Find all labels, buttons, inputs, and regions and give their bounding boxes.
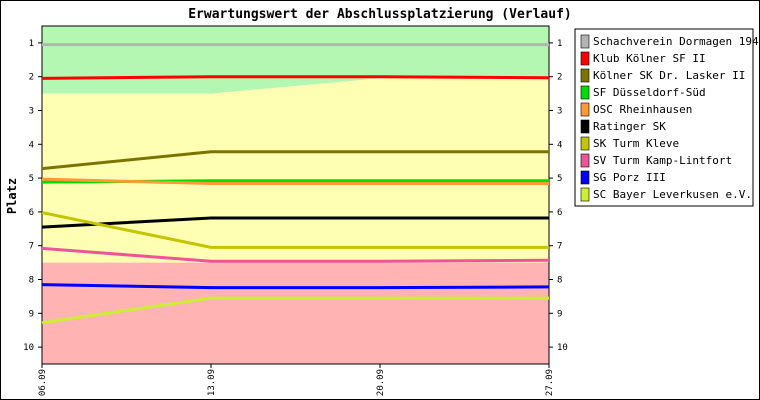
y-axis-label: Platz	[5, 178, 19, 214]
legend-entry: SV Turm Kamp-Lintfort	[593, 154, 732, 167]
legend-entry: Ratinger SK	[593, 120, 666, 133]
series-lines	[41, 43, 550, 325]
y-tick-label-left: 5	[29, 174, 34, 184]
legend-swatch	[580, 85, 590, 100]
legend-swatch	[580, 170, 590, 185]
legend-entry: SF Düsseldorf-Süd	[593, 86, 706, 99]
y-tick-label-right: 1	[557, 39, 562, 49]
series-line	[41, 75, 550, 80]
y-tick-label-right: 10	[557, 343, 568, 353]
chart-title: Erwartungswert der Abschlussplatzierung …	[188, 7, 572, 22]
legend-entry: Schachverein Dormagen 1947	[593, 35, 760, 48]
legend-entry: OSC Rheinhausen	[593, 103, 692, 116]
y-tick-label-right: 5	[557, 174, 562, 184]
legend-swatch	[580, 119, 590, 134]
y-tick-label-left: 10	[23, 343, 34, 353]
legend-entry: SC Bayer Leverkusen e.V.	[593, 188, 752, 201]
y-tick-label-left: 8	[29, 276, 34, 286]
y-tick-label-left: 4	[29, 140, 34, 150]
legend-swatch	[580, 136, 590, 151]
y-tick-label-left: 1	[29, 39, 34, 49]
legend-box	[574, 28, 754, 207]
y-tick-label-right: 7	[557, 242, 562, 252]
series-line	[41, 150, 549, 171]
y-tick-label-right: 3	[557, 107, 562, 117]
legend-entry: SG Porz III	[593, 171, 666, 184]
y-tick-label-left: 3	[29, 107, 34, 117]
y-tick-label-right: 4	[557, 140, 562, 150]
zone-relegation	[42, 262, 549, 364]
legend-swatch	[580, 187, 590, 202]
legend-swatch	[580, 34, 590, 49]
legend-swatch	[580, 102, 590, 117]
x-tick-label: 13.09	[207, 369, 217, 396]
legend-entry: SK Turm Kleve	[593, 137, 679, 150]
plot-frame	[41, 25, 550, 365]
series-line	[41, 283, 550, 290]
y-tick-label-right: 2	[557, 73, 562, 83]
x-tick-label: 06.09	[38, 369, 48, 396]
y-tick-label-left: 2	[29, 73, 34, 83]
legend-entry: Kölner SK Dr. Lasker II	[593, 69, 745, 82]
series-line	[41, 216, 549, 229]
x-axis-ticks: 06.09 13.09 20.09 27.09	[38, 364, 555, 396]
legend: Schachverein Dormagen 1947 Klub Kölner SF…	[574, 28, 760, 207]
zone-middle	[42, 78, 549, 263]
legend-swatch	[580, 68, 590, 83]
x-tick-label: 27.09	[545, 369, 555, 396]
y-tick-label-left: 6	[29, 208, 34, 218]
legend-swatch	[580, 153, 590, 168]
series-line	[41, 211, 549, 249]
y-tick-label-right: 9	[557, 309, 562, 319]
y-tick-label-left: 9	[29, 309, 34, 319]
legend-entry: Klub Kölner SF II	[593, 52, 706, 65]
y-axis-ticks: 1 1 2 2 3 3 4 4 5 5 6 6 7 7 8 8 9 9 10 10	[23, 39, 568, 353]
y-tick-label-left: 7	[29, 242, 34, 252]
legend-swatch	[580, 51, 590, 66]
plot-border	[41, 25, 550, 365]
series-line	[41, 246, 550, 263]
y-tick-label-right: 6	[557, 208, 562, 218]
series-line	[41, 177, 549, 186]
series-line	[41, 296, 549, 325]
x-tick-label: 20.09	[376, 369, 386, 396]
y-tick-label-right: 8	[557, 276, 562, 286]
